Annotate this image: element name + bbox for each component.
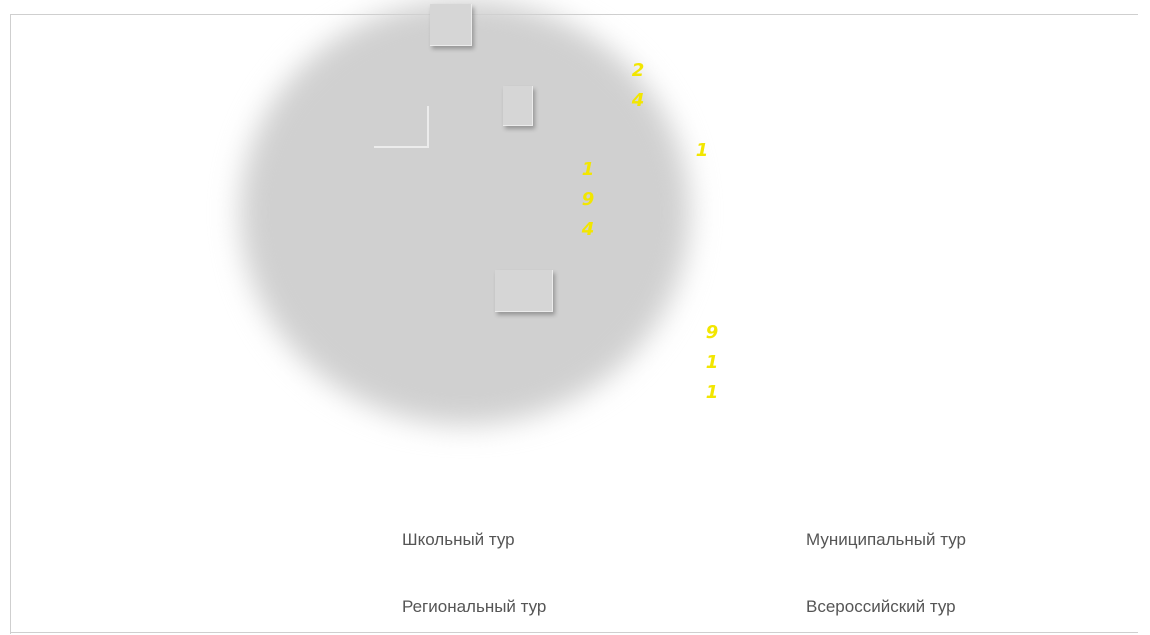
value-label-digit: 1 [705, 382, 719, 403]
value-label-digit: 9 [705, 322, 719, 343]
square-tile-2 [503, 86, 533, 126]
value-label-digit: 2 [631, 60, 645, 81]
legend-label-school: Школьный тур [402, 530, 515, 549]
value-label-digit: 1 [705, 352, 719, 373]
value-label-digit: 4 [581, 219, 595, 240]
value-label-digit: 1 [695, 140, 709, 161]
frame-top-border [10, 14, 1138, 15]
square-tile-3 [495, 270, 553, 312]
value-label-digit: 4 [631, 90, 645, 111]
blurred-circle-shape [240, 0, 690, 425]
value-label-digit: 1 [581, 159, 595, 180]
value-label-digit: 9 [581, 189, 595, 210]
frame-left-border [10, 14, 11, 634]
legend-label-national: Всероссийский тур [806, 597, 956, 616]
frame-bottom-border [10, 632, 1138, 633]
legend-label-regional: Региональный тур [402, 597, 547, 616]
square-tile-1 [430, 4, 472, 46]
legend-label-municipal: Муниципальный тур [806, 530, 966, 549]
